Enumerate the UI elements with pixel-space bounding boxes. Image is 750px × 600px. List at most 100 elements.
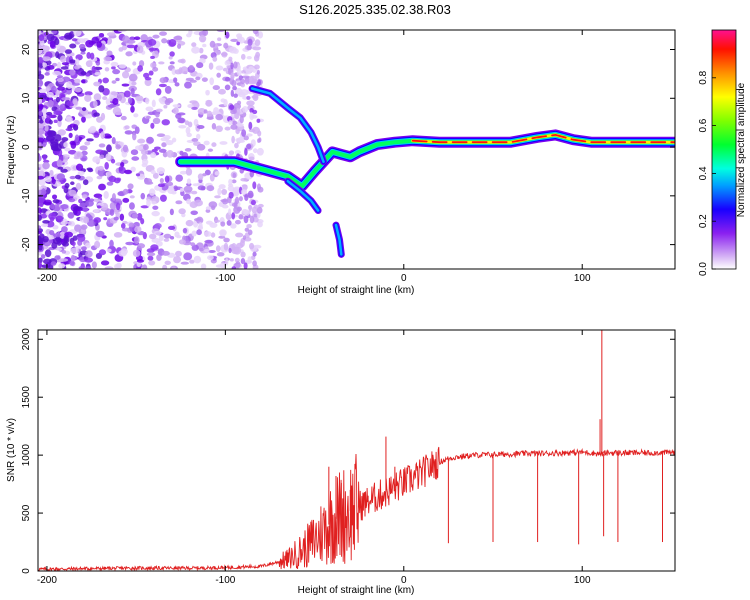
noise-blob xyxy=(146,252,156,257)
noise-blob xyxy=(45,85,51,93)
noise-blob xyxy=(238,213,244,220)
noise-blob xyxy=(57,86,66,91)
noise-blob xyxy=(191,138,199,142)
noise-blob xyxy=(156,254,162,262)
noise-blob xyxy=(143,72,150,79)
noise-blob xyxy=(116,202,121,211)
noise-blob xyxy=(75,163,84,171)
noise-blob xyxy=(177,117,185,124)
noise-blob xyxy=(81,194,88,199)
noise-blob xyxy=(41,264,49,269)
noise-blob xyxy=(191,106,198,111)
noise-blob xyxy=(84,257,94,263)
y-tick-label: 2000 xyxy=(21,328,32,351)
noise-blob xyxy=(52,233,61,238)
noise-blob xyxy=(135,173,141,177)
noise-blob xyxy=(180,261,190,265)
noise-blob xyxy=(128,73,138,82)
noise-blob xyxy=(121,70,130,79)
noise-blob xyxy=(38,235,42,244)
noise-blob xyxy=(216,30,225,33)
noise-blob xyxy=(38,230,42,235)
noise-blob xyxy=(247,256,252,263)
noise-blob xyxy=(98,143,106,148)
noise-blob xyxy=(236,41,240,46)
noise-blob xyxy=(230,38,239,43)
noise-blob xyxy=(159,177,164,184)
noise-blob xyxy=(113,177,121,184)
noise-blob xyxy=(51,30,58,35)
noise-blob xyxy=(86,218,96,227)
noise-blob xyxy=(69,43,77,49)
noise-blob xyxy=(244,76,250,85)
noise-blob xyxy=(50,138,55,145)
noise-blob xyxy=(206,110,213,118)
noise-blob xyxy=(151,200,157,205)
noise-blob xyxy=(67,211,75,219)
chart-title: S126.2025.335.02.38.R03 xyxy=(299,2,451,17)
noise-blob xyxy=(253,204,259,209)
noise-blob xyxy=(69,69,76,76)
noise-blob xyxy=(86,138,94,142)
noise-blob xyxy=(252,30,259,35)
noise-blob xyxy=(158,234,164,242)
noise-blob xyxy=(93,217,102,224)
noise-blob xyxy=(81,116,86,123)
noise-blob xyxy=(225,258,229,266)
noise-blob xyxy=(220,98,226,103)
noise-blob xyxy=(110,91,119,96)
noise-blob xyxy=(47,65,55,70)
noise-blob xyxy=(38,128,45,136)
noise-blob xyxy=(246,100,255,106)
noise-blob xyxy=(239,240,245,248)
noise-blob xyxy=(38,110,43,116)
noise-blob xyxy=(164,99,171,106)
noise-blob xyxy=(236,206,242,212)
noise-blob xyxy=(201,77,208,82)
noise-blob xyxy=(75,174,81,180)
noise-blob xyxy=(231,79,237,87)
noise-blob xyxy=(110,158,116,164)
noise-blob xyxy=(48,114,57,119)
noise-blob xyxy=(75,58,80,66)
noise-blob xyxy=(68,198,76,203)
noise-blob xyxy=(118,47,124,52)
noise-blob xyxy=(230,223,237,229)
noise-blob xyxy=(38,44,42,53)
noise-blob xyxy=(256,147,264,156)
noise-blob xyxy=(150,244,159,251)
noise-blob xyxy=(256,118,261,123)
noise-blob xyxy=(84,114,93,119)
noise-blob xyxy=(73,156,79,160)
noise-blob xyxy=(231,120,238,125)
noise-blob xyxy=(184,81,192,89)
noise-blob xyxy=(144,76,152,81)
noise-blob xyxy=(147,111,156,116)
noise-blob xyxy=(211,142,217,147)
snr-background xyxy=(38,330,675,571)
noise-blob xyxy=(94,72,102,76)
y-tick-label: 500 xyxy=(21,504,32,521)
noise-blob xyxy=(118,250,127,257)
colorbar-tick-label: 0.0 xyxy=(698,262,709,276)
noise-blob xyxy=(196,143,206,151)
noise-blob xyxy=(78,266,85,269)
noise-blob xyxy=(117,30,127,33)
noise-blob xyxy=(92,198,101,202)
noise-blob xyxy=(52,194,58,200)
noise-blob xyxy=(214,171,220,176)
noise-blob xyxy=(79,202,86,208)
noise-blob xyxy=(144,78,152,87)
noise-blob xyxy=(242,184,248,191)
noise-blob xyxy=(66,81,73,89)
noise-blob xyxy=(230,89,235,97)
snr-series-line xyxy=(38,446,675,571)
noise-blob xyxy=(111,80,117,84)
noise-blob xyxy=(41,223,49,227)
noise-blob xyxy=(113,232,123,238)
noise-blob xyxy=(74,78,81,84)
noise-blob xyxy=(74,209,81,216)
noise-blob xyxy=(196,229,202,236)
noise-blob xyxy=(153,146,161,150)
noise-blob xyxy=(191,42,197,48)
